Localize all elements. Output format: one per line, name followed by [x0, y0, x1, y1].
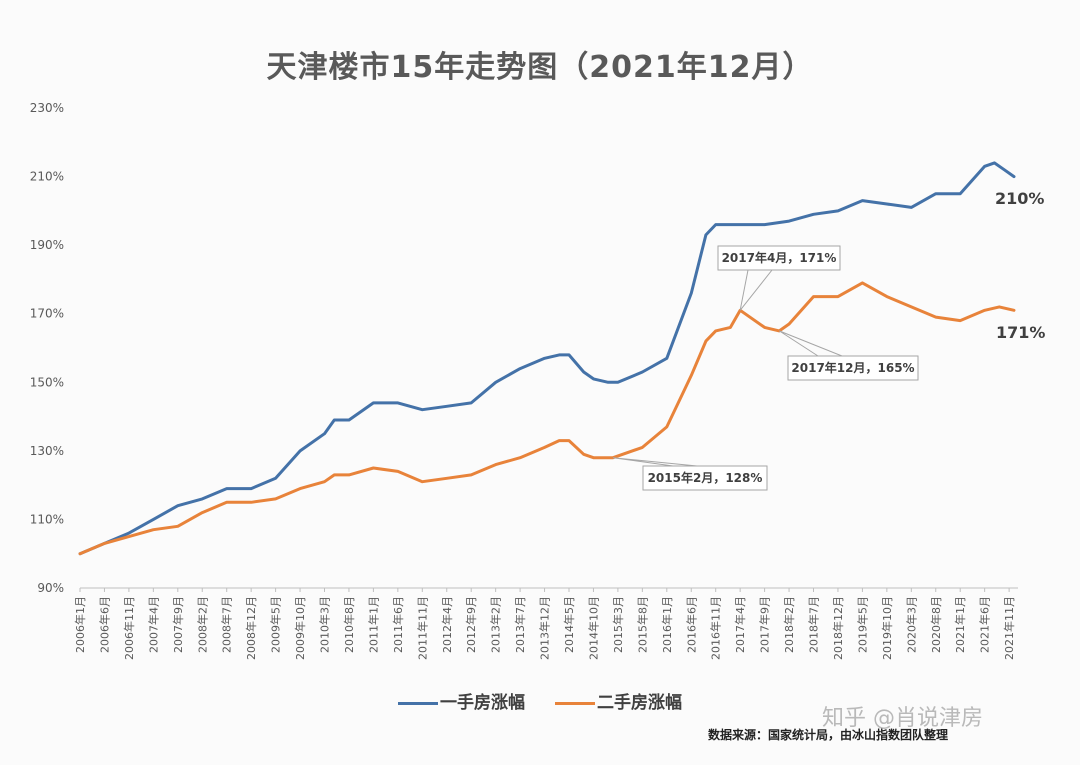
legend-label-new-homes: 一手房涨幅 — [440, 693, 526, 713]
y-tick-label: 190% — [30, 238, 64, 252]
x-tick-label: 2021年1月 — [953, 596, 967, 653]
x-tick-label: 2010年8月 — [342, 596, 356, 653]
x-tick-label: 2009年5月 — [269, 596, 283, 653]
annotation-callout: 2015年2月，128% — [612, 457, 768, 491]
y-tick-label: 230% — [30, 101, 64, 115]
source-note: 数据来源：国家统计局，由冰山指数团队整理 — [708, 728, 949, 742]
x-tick-label: 2013年2月 — [489, 596, 503, 653]
x-tick-label: 2011年1月 — [366, 596, 380, 653]
annotation-leader — [739, 269, 774, 311]
legend-swatch-new-homes — [398, 701, 439, 705]
x-tick-label: 2008年7月 — [220, 596, 234, 653]
x-tick-label: 2014年10月 — [586, 596, 600, 660]
x-tick-label: 2011年6月 — [391, 596, 405, 653]
x-tick-label: 2007年4月 — [146, 596, 160, 653]
x-tick-label: 2016年6月 — [684, 596, 698, 653]
x-tick-label: 2008年12月 — [244, 596, 258, 660]
series-lines — [78, 161, 1016, 556]
x-tick-label: 2016年1月 — [660, 596, 674, 653]
y-tick-label: 90% — [37, 581, 64, 595]
x-tick-label: 2016年11月 — [709, 596, 723, 660]
x-tick-label: 2015年3月 — [611, 596, 625, 653]
legend-swatch-resale-homes — [554, 701, 595, 705]
x-tick-label: 2019年5月 — [855, 596, 869, 653]
x-tick-label: 2009年10月 — [293, 596, 307, 660]
x-tick-label: 2018年7月 — [807, 596, 821, 653]
annotation-leader — [612, 457, 698, 467]
annotation-box — [717, 245, 841, 271]
x-tick-label: 2017年9月 — [758, 596, 772, 653]
x-tick-label: 2021年11月 — [1002, 596, 1016, 660]
x-tick-label: 2006年11月 — [122, 596, 136, 660]
x-tick-label: 2015年8月 — [635, 596, 649, 653]
y-tick-label: 130% — [30, 444, 64, 458]
annotation-label: 2017年4月，171% — [722, 250, 837, 265]
annotation-callout: 2017年12月，165% — [779, 330, 919, 381]
end-label: 210% — [995, 189, 1044, 208]
y-tick-label: 210% — [30, 170, 64, 184]
series-line-0 — [78, 161, 1016, 556]
x-tick-label: 2007年9月 — [171, 596, 185, 653]
end-label: 171% — [996, 323, 1045, 342]
legend-label-resale-homes: 二手房涨幅 — [596, 693, 682, 713]
x-tick-label: 2018年2月 — [782, 596, 796, 653]
annotation-label: 2015年2月，128% — [648, 470, 763, 485]
x-tick-label: 2021年6月 — [978, 596, 992, 653]
x-tick-label: 2011年11月 — [415, 596, 429, 660]
x-tick-label: 2006年6月 — [97, 596, 111, 653]
chart-title: 天津楼市15年走势图（2021年12月） — [266, 50, 814, 85]
series-line-1 — [78, 281, 1016, 556]
x-tick-label: 2006年1月 — [73, 596, 87, 653]
annotation-box — [787, 355, 919, 381]
y-tick-label: 150% — [30, 375, 64, 389]
annotations: 2017年4月，171% 2017年12月，165% 2015年2月，128% — [612, 245, 919, 491]
legend-item-new-homes: 一手房涨幅 — [398, 688, 525, 713]
watermark: 知乎 @肖说津房 — [822, 706, 983, 731]
x-tick-label: 2010年3月 — [318, 596, 332, 653]
x-tick-label: 2019年10月 — [880, 596, 894, 660]
annotation-box — [642, 465, 768, 491]
y-tick-label: 110% — [30, 512, 64, 526]
y-tick-labels: 90% 110% 130% 150% 170% 190% 210% 230% — [30, 101, 64, 595]
x-tick-label: 2014年5月 — [562, 596, 576, 653]
end-labels: 210% 171% — [995, 189, 1045, 342]
legend-item-resale-homes: 二手房涨幅 — [554, 688, 682, 713]
annotation-label: 2017年12月，165% — [791, 360, 914, 375]
x-tick-label: 2018年12月 — [831, 596, 845, 660]
x-tick-labels: 2006年1月 2006年6月 2006年11月 2007年4月 2007年9月 2008… — [73, 588, 1016, 660]
x-tick-label: 2012年9月 — [464, 596, 478, 653]
annotation-callout: 2017年4月，171% — [717, 245, 841, 311]
annotation-leader — [779, 330, 843, 357]
x-tick-label: 2020年3月 — [904, 596, 918, 653]
x-tick-label: 2012年4月 — [440, 596, 454, 653]
y-tick-label: 170% — [30, 307, 64, 321]
x-tick-label: 2017年4月 — [733, 596, 747, 653]
legend: 一手房涨幅 二手房涨幅 — [0, 688, 1080, 713]
x-tick-label: 2013年7月 — [513, 596, 527, 653]
x-tick-label: 2013年12月 — [538, 596, 552, 660]
x-tick-label: 2008年2月 — [195, 596, 209, 653]
x-tick-label: 2020年8月 — [929, 596, 943, 653]
